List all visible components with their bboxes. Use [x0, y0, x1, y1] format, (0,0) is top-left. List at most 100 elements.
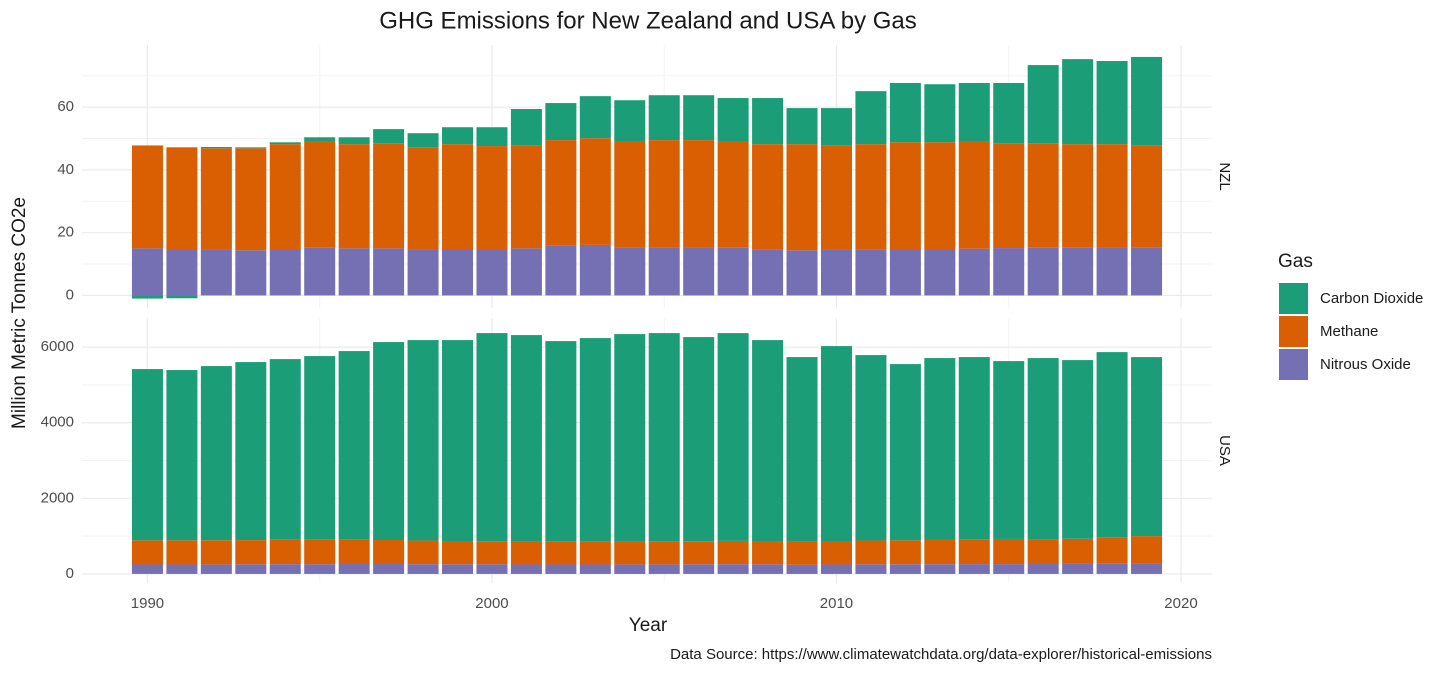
bar-segment — [993, 143, 1025, 249]
bar-segment — [442, 248, 474, 296]
y-tick-label: 20 — [57, 224, 74, 241]
bar-segment — [200, 540, 232, 565]
bar-segment — [855, 355, 887, 541]
bar-segment — [958, 564, 990, 574]
bar-segment — [752, 340, 784, 542]
legend-title: Gas — [1278, 251, 1313, 272]
bar-segment — [510, 145, 542, 249]
bar-segment — [786, 250, 818, 296]
bar-segment — [131, 564, 163, 574]
bar-segment — [889, 248, 921, 296]
bar-segment — [1131, 563, 1163, 574]
bar-segment — [683, 247, 715, 296]
legend-key — [1279, 349, 1308, 380]
bar-segment — [614, 541, 646, 565]
x-tick-label: 1990 — [131, 595, 164, 612]
bar-segment — [166, 540, 198, 565]
bar-segment — [889, 564, 921, 574]
bar-segment — [166, 564, 198, 574]
bar-segment — [373, 342, 405, 541]
y-tick-label: 0 — [66, 286, 74, 303]
bar-segment — [1131, 247, 1163, 296]
bar-segment — [338, 248, 370, 296]
bar-segment — [476, 541, 508, 565]
bar-segment — [683, 541, 715, 565]
bar-segment — [1027, 143, 1059, 248]
bar-segment — [786, 564, 818, 574]
bar-segment — [407, 249, 439, 296]
bar-segment — [820, 541, 852, 565]
bar-segment — [579, 96, 611, 139]
legend-key — [1279, 283, 1308, 314]
bar-segment — [131, 540, 163, 565]
bar-segment — [1096, 352, 1128, 538]
bar-segment — [1131, 145, 1163, 248]
bar-segment — [889, 142, 921, 249]
bar-segment — [752, 144, 784, 250]
bar-segment — [579, 138, 611, 245]
bar-segment — [407, 564, 439, 574]
bar-segment — [1096, 537, 1128, 564]
y-tick-label: 4000 — [41, 414, 74, 431]
bar-segment — [1131, 536, 1163, 564]
bar-segment — [924, 248, 956, 296]
bar-segment — [235, 250, 267, 296]
bar-segment — [545, 140, 577, 246]
bar-segment — [993, 564, 1025, 574]
bar-segment — [993, 361, 1025, 539]
bar-segment — [304, 539, 336, 565]
facet-label: NZL — [1216, 162, 1233, 190]
bar-segment — [717, 540, 749, 565]
bar-segment — [648, 95, 680, 141]
bar-segment — [131, 295, 163, 299]
bar-segment — [235, 148, 267, 251]
bar-segment — [1027, 247, 1059, 296]
bar-segment — [786, 357, 818, 542]
bar-segment — [1027, 539, 1059, 565]
bar-segment — [235, 540, 267, 565]
bar-segment — [1096, 61, 1128, 145]
bar-segment — [1027, 564, 1059, 574]
bar-segment — [545, 341, 577, 542]
bar-segment — [442, 340, 474, 542]
bar-segment — [889, 364, 921, 541]
bar-segment — [1096, 247, 1128, 296]
bar-segment — [166, 147, 198, 249]
bar-segment — [683, 95, 715, 141]
bar-segment — [648, 564, 680, 574]
bar-segment — [200, 366, 232, 541]
bar-segment — [510, 248, 542, 296]
bar-segment — [717, 98, 749, 142]
bar-segment — [373, 248, 405, 296]
bar-segment — [338, 539, 370, 565]
bar-segment — [648, 140, 680, 248]
bar-segment — [648, 541, 680, 565]
bar-segment — [579, 338, 611, 542]
bar-segment — [614, 334, 646, 542]
bar-segment — [131, 145, 163, 249]
bar-segment — [510, 541, 542, 565]
x-tick-label: 2000 — [475, 595, 508, 612]
bar-segment — [752, 98, 784, 145]
bar-segment — [1062, 59, 1094, 145]
bar-segment — [304, 356, 336, 540]
bar-segment — [958, 539, 990, 565]
bar-segment — [993, 538, 1025, 565]
bar-segment — [1131, 357, 1163, 537]
bar-segment — [683, 337, 715, 542]
bar-segment — [373, 143, 405, 249]
bar-segment — [338, 137, 370, 145]
bar-segment — [338, 144, 370, 249]
bar-segment — [1096, 144, 1128, 248]
bar-segment — [338, 351, 370, 540]
bar-segment — [855, 540, 887, 565]
facet-label: USA — [1216, 435, 1233, 466]
bar-segment — [820, 249, 852, 296]
bar-segment — [752, 541, 784, 565]
bar-segment — [476, 146, 508, 249]
bar-segment — [442, 127, 474, 145]
bar-segment — [131, 248, 163, 296]
bar-segment — [752, 564, 784, 574]
bar-segment — [786, 144, 818, 251]
bar-segment — [269, 564, 301, 574]
